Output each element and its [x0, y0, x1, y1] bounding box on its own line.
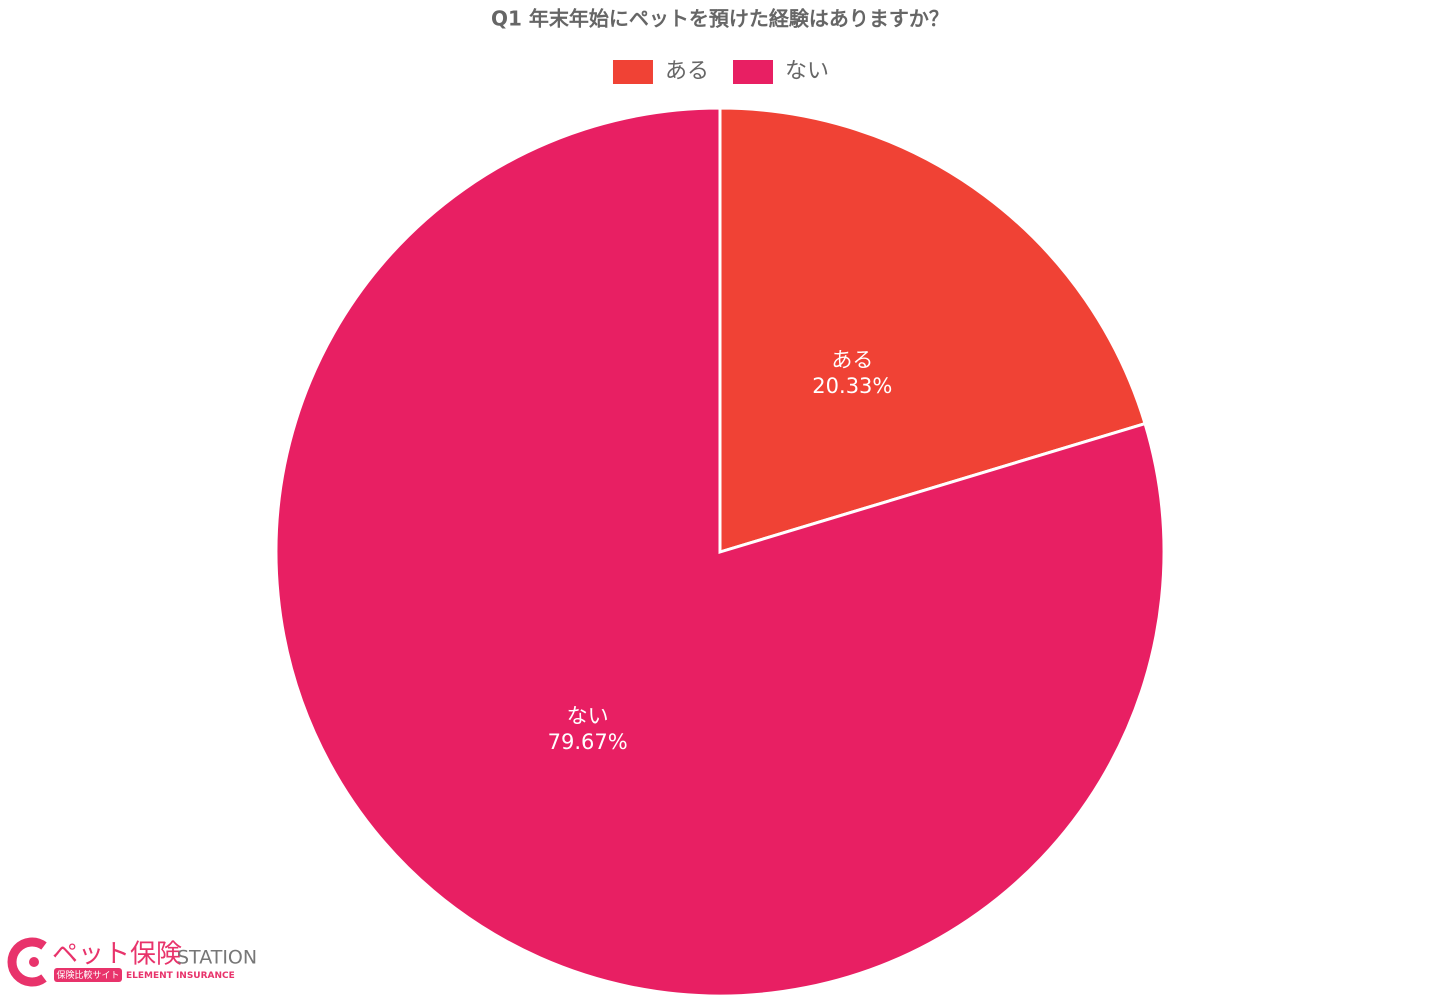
- slice-category-label: ある: [831, 348, 873, 372]
- logo-tag-bg: [54, 968, 122, 982]
- legend: ある ない: [612, 59, 829, 84]
- legend-swatch: [612, 60, 653, 84]
- logo-tagline: 保険比較サイト: [56, 969, 119, 981]
- slice-value-label: 79.67%: [548, 730, 628, 754]
- legend-swatch: [733, 60, 773, 84]
- pie-slice: [274, 106, 1166, 998]
- chart-title: Q1 年末年始にペットを預けた経験はありますか？: [491, 7, 949, 31]
- legend-label: ある: [665, 59, 709, 84]
- slice-category-label: ない: [567, 704, 609, 728]
- logo-dot: [29, 957, 39, 967]
- logo-company: ELEMENT INSURANCE: [126, 971, 235, 981]
- legend-label: ない: [785, 59, 829, 84]
- logo-mark: [7, 937, 47, 987]
- logo-name: ペット保険: [52, 940, 182, 970]
- slice-value-label: 20.33%: [812, 374, 892, 398]
- pie-slice: [718, 106, 1147, 555]
- logo-suffix: STATION: [177, 947, 257, 969]
- logo: ペット保険 STATION 保険比較サイト ELEMENT INSURANCE: [7, 937, 257, 987]
